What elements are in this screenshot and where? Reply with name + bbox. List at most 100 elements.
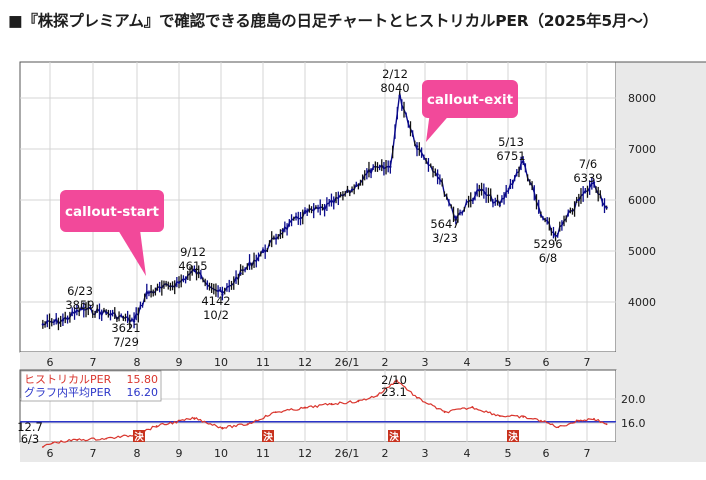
earnings-marker-box — [507, 430, 519, 442]
x-tick-label: 11 — [256, 356, 270, 369]
earnings-marker-box — [262, 430, 274, 442]
per-point — [357, 400, 360, 403]
y-tick-label: 16.0 — [621, 417, 646, 430]
earnings-marker-box — [133, 430, 145, 442]
per-point — [76, 438, 79, 441]
legend-label: ヒストリカルPER — [24, 373, 112, 386]
price-point — [303, 211, 307, 214]
x-tick-label: 26/1 — [335, 356, 360, 369]
annotation-text: 10/2 — [203, 308, 229, 322]
x-tick-label: 6 — [47, 356, 54, 369]
annotation-text: 3/23 — [432, 231, 458, 245]
x-tick-label: 8 — [134, 356, 141, 369]
per-point — [396, 379, 398, 382]
x-tick-label: 12 — [298, 447, 312, 460]
x-tick-label: 6 — [543, 356, 550, 369]
earnings-marker: 決 — [388, 430, 400, 443]
y-tick-label: 4000 — [628, 296, 656, 309]
per-point — [330, 402, 333, 405]
x-tick-label: 6 — [543, 447, 550, 460]
price-point — [498, 203, 501, 207]
earnings-marker: 決 — [507, 430, 519, 443]
price-point — [132, 320, 136, 323]
per-point — [471, 406, 474, 409]
annotation-text: 8040 — [380, 81, 409, 95]
earnings-marker-label: 決 — [263, 431, 273, 443]
price-point — [261, 250, 265, 254]
x-tick-label: 9 — [176, 447, 183, 460]
annotation-text: 4142 — [201, 294, 230, 308]
per-point — [376, 394, 379, 397]
per-point — [246, 423, 249, 426]
price-point — [415, 145, 419, 148]
per-point — [221, 426, 224, 429]
per-point — [105, 437, 108, 440]
price-point — [605, 206, 608, 209]
price-point — [369, 169, 373, 172]
x-tick-label: 5 — [505, 356, 512, 369]
annotation-text: 12.7 — [17, 420, 43, 434]
price-point — [61, 319, 65, 322]
earnings-marker-label: 決 — [508, 431, 518, 443]
legend-label: グラフ内平均PER — [24, 385, 112, 399]
y-tick-label: 7000 — [628, 143, 656, 156]
earnings-marker-label: 決 — [134, 431, 144, 443]
price-point — [221, 293, 224, 296]
per-point — [540, 419, 542, 422]
annotation-text: 6/3 — [21, 432, 40, 446]
x-tick-label: 4 — [464, 447, 471, 460]
price-point — [193, 269, 196, 272]
x-tick-label: 4 — [464, 356, 471, 369]
annotation-text: 3859 — [65, 298, 94, 312]
x-tick-label: 6 — [47, 447, 54, 460]
price-point — [554, 234, 557, 238]
price-point — [454, 216, 457, 220]
price-point — [539, 214, 543, 217]
x-tick-label: 5 — [505, 447, 512, 460]
price-point — [436, 173, 439, 176]
x-tick-label: 3 — [422, 447, 429, 460]
per-point — [41, 446, 44, 448]
earnings-marker-label: 決 — [389, 431, 399, 443]
annotation-text: 2/10 — [381, 373, 407, 387]
x-tick-label: 26/1 — [335, 447, 360, 460]
per-legend: ヒストリカルPER 15.80 グラフ内平均PER 16.20 — [20, 370, 162, 402]
x-tick-label: 8 — [134, 447, 141, 460]
price-point — [478, 188, 481, 191]
annotation-text: 9/12 — [180, 245, 206, 259]
x-tick-label: 12 — [298, 356, 312, 369]
annotation-text: 5296 — [533, 237, 562, 251]
price-point — [522, 160, 525, 163]
annotation-text: 5/13 — [498, 135, 524, 149]
x-tick-label: 7 — [90, 356, 97, 369]
earnings-marker: 決 — [262, 430, 274, 443]
price-point — [105, 311, 108, 314]
price-axis-band — [616, 62, 706, 352]
x-axis-band-top — [20, 352, 706, 370]
annotation-text: 7/6 — [579, 157, 598, 171]
x-tick-label: 9 — [176, 356, 183, 369]
y-tick-label: 6000 — [628, 194, 656, 207]
per-point — [593, 417, 595, 420]
x-axis-band-bottom — [20, 442, 706, 462]
price-point — [323, 206, 326, 210]
annotation-text: 7/29 — [113, 335, 139, 349]
x-tick-label: 11 — [256, 447, 270, 460]
legend-box — [20, 370, 162, 402]
earnings-marker-box — [388, 430, 400, 442]
x-tick-label: 10 — [214, 356, 228, 369]
per-axis-band — [616, 370, 706, 442]
per-annotation: 12.76/3 — [17, 420, 43, 446]
per-point — [557, 426, 560, 429]
legend-value: 15.80 — [127, 373, 159, 386]
annotation-text: 2/12 — [382, 67, 408, 81]
undefined: callout-exit — [422, 80, 518, 142]
callout-label: callout-start — [65, 204, 160, 220]
x-tick-label: 3 — [422, 356, 429, 369]
